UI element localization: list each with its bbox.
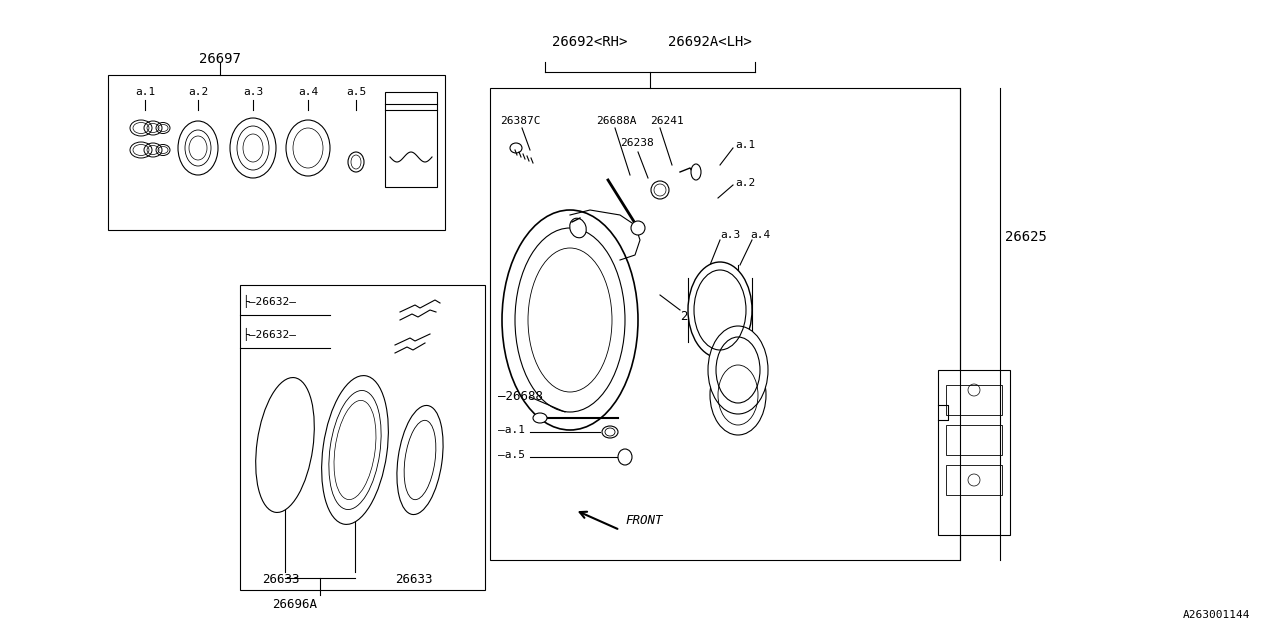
Text: a.2: a.2 — [188, 87, 209, 97]
Ellipse shape — [691, 164, 701, 180]
Text: —a.5: —a.5 — [498, 450, 525, 460]
Text: a.4: a.4 — [750, 230, 771, 240]
Text: a.1: a.1 — [735, 140, 755, 150]
Text: 26633: 26633 — [396, 573, 433, 586]
Text: 26692<RH>: 26692<RH> — [552, 35, 627, 49]
Bar — [241, 285, 485, 590]
Text: a.2: a.2 — [735, 178, 755, 188]
Text: 26692A<LH>: 26692A<LH> — [668, 35, 751, 49]
Ellipse shape — [397, 406, 443, 515]
Text: 26696A: 26696A — [273, 598, 317, 611]
Ellipse shape — [502, 210, 637, 430]
Text: 26241: 26241 — [650, 116, 684, 126]
Text: 26238: 26238 — [620, 138, 654, 148]
Text: A263001144: A263001144 — [1183, 610, 1251, 620]
Text: 26635: 26635 — [680, 310, 718, 323]
Bar — [946, 465, 1002, 495]
Text: 26625: 26625 — [1005, 230, 1047, 244]
Ellipse shape — [710, 355, 765, 435]
Text: —26688: —26688 — [498, 390, 543, 403]
Text: 26688A: 26688A — [596, 116, 636, 126]
Text: —a.1: —a.1 — [498, 425, 525, 435]
Text: ├—26632—: ├—26632— — [242, 328, 296, 341]
Text: a.1: a.1 — [134, 87, 155, 97]
Text: FRONT: FRONT — [625, 513, 663, 527]
Ellipse shape — [570, 218, 586, 238]
Text: 26633: 26633 — [262, 573, 300, 586]
Text: a.4: a.4 — [298, 87, 319, 97]
Text: a.5: a.5 — [346, 87, 366, 97]
Bar — [490, 88, 960, 560]
Text: 26387C: 26387C — [500, 116, 540, 126]
Ellipse shape — [708, 326, 768, 414]
Ellipse shape — [618, 449, 632, 465]
Bar — [946, 385, 1002, 415]
Bar — [946, 425, 1002, 455]
Bar — [938, 370, 1010, 535]
Text: 26697: 26697 — [200, 52, 241, 66]
Ellipse shape — [689, 262, 753, 358]
Ellipse shape — [652, 181, 669, 199]
Bar — [108, 75, 445, 230]
Ellipse shape — [631, 221, 645, 235]
Bar — [385, 92, 436, 187]
Ellipse shape — [532, 413, 547, 423]
Ellipse shape — [321, 376, 388, 524]
Text: a.3: a.3 — [719, 230, 740, 240]
Text: a.3: a.3 — [243, 87, 264, 97]
Ellipse shape — [256, 378, 315, 513]
Text: ├—26632—: ├—26632— — [242, 295, 296, 308]
